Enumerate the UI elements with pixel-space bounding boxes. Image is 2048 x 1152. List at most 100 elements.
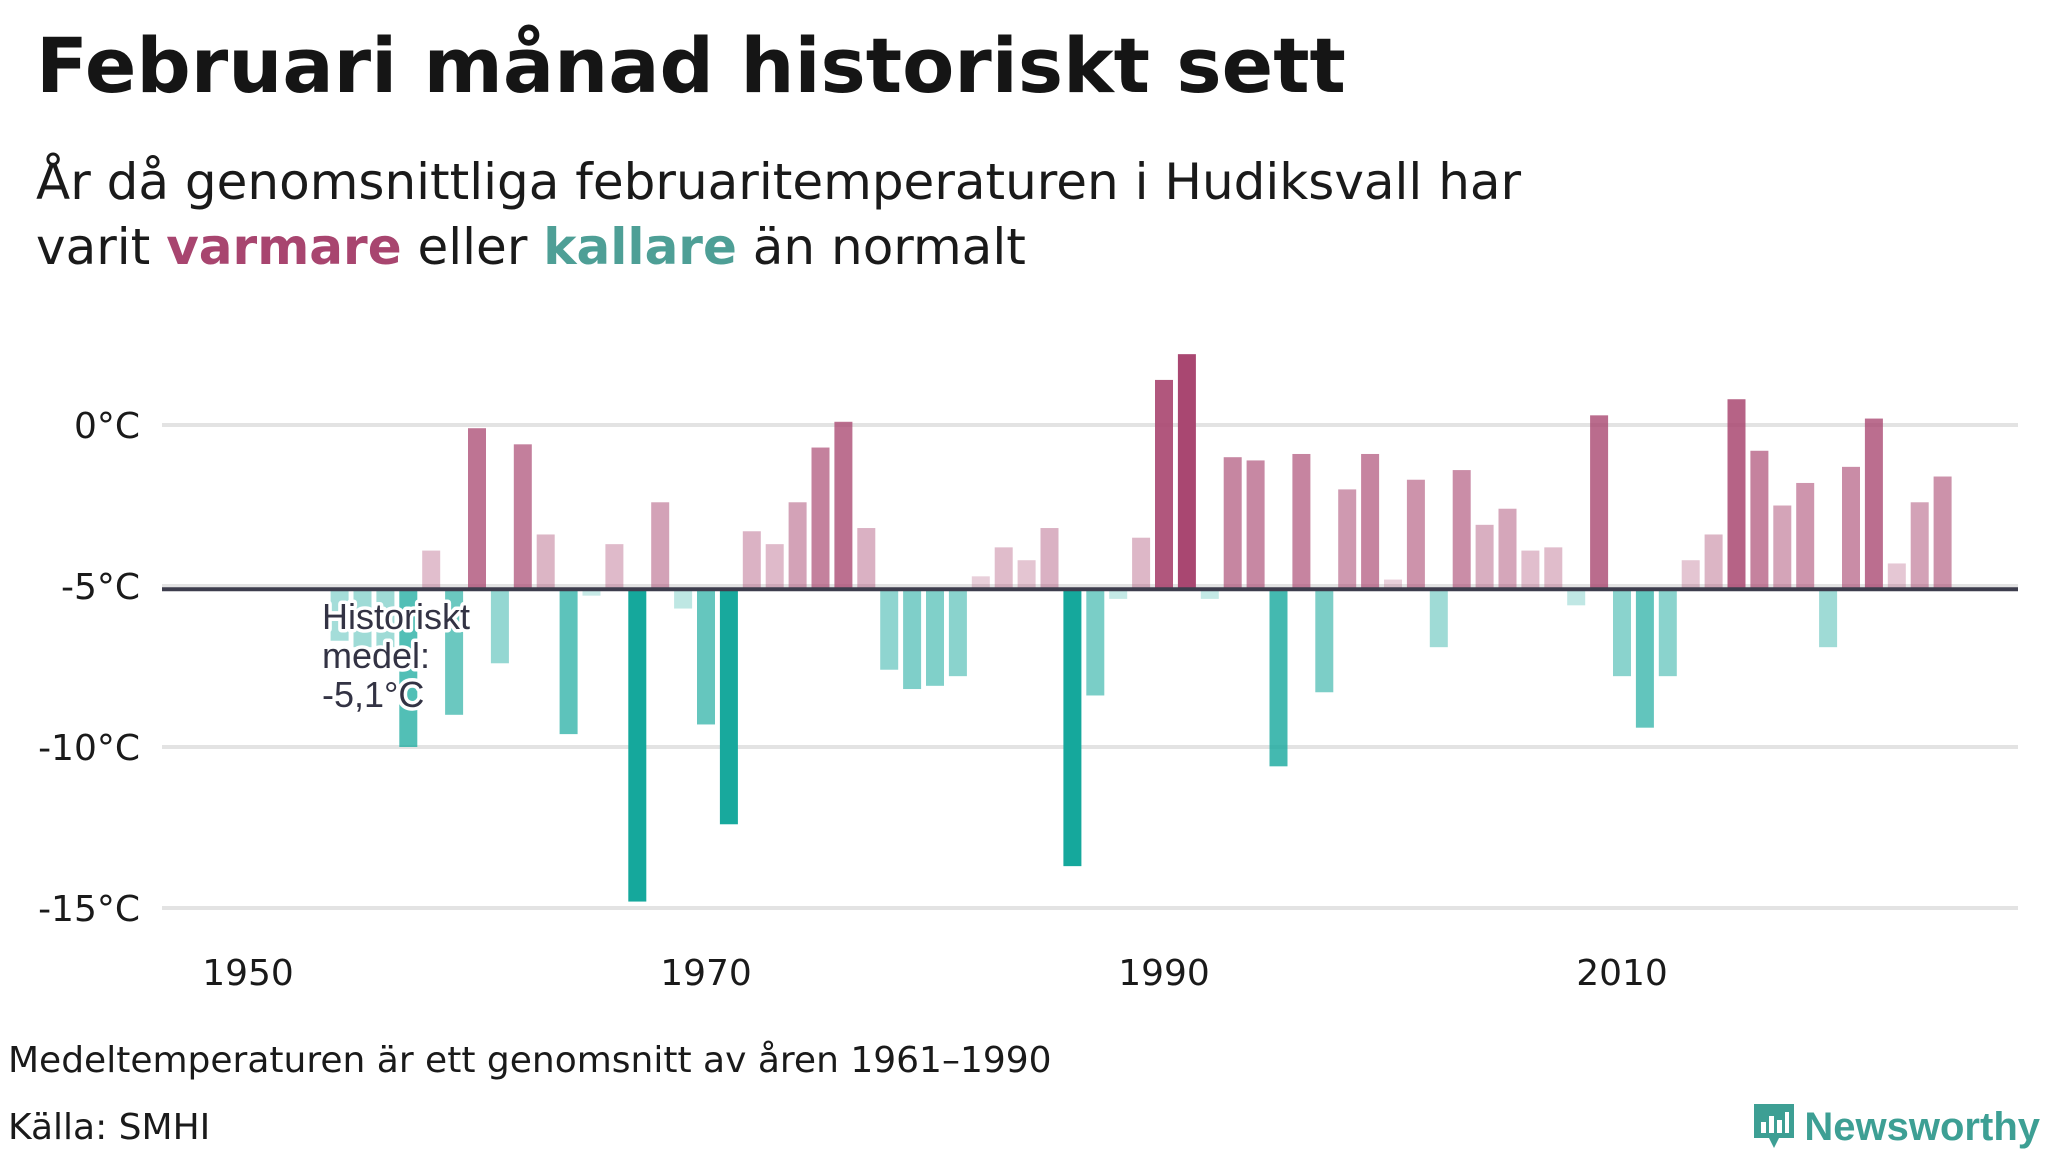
warm-bar <box>994 547 1013 590</box>
warm-bar <box>1521 550 1540 590</box>
cold-bar <box>1086 589 1105 696</box>
cold-bar <box>490 589 509 664</box>
cold-bar <box>1613 589 1631 677</box>
warm-bar <box>1246 460 1265 590</box>
warm-bar <box>605 544 624 590</box>
warm-bar <box>1384 579 1402 590</box>
warm-bar <box>765 544 784 590</box>
warm-bar <box>1590 415 1609 590</box>
warm-bar <box>788 502 807 590</box>
cold-bar <box>1200 589 1219 599</box>
warm-bar <box>1842 466 1860 590</box>
subtitle-warm-word: varmare <box>166 218 402 276</box>
warm-bar <box>1361 453 1380 590</box>
warm-bar <box>1406 479 1425 590</box>
warm-bar <box>1040 528 1059 590</box>
warm-bar <box>651 502 670 590</box>
warm-bar <box>1177 354 1196 590</box>
cold-bar <box>1429 589 1448 648</box>
x-tick-label: 1970 <box>660 953 752 994</box>
cold-bar <box>445 589 464 715</box>
cold-bar <box>1635 589 1654 728</box>
subtitle-suffix: än normalt <box>752 218 1026 276</box>
y-tick-label: -10°C <box>38 728 140 769</box>
baseline-label-line: Historiskt <box>322 596 470 637</box>
warm-bar <box>1338 489 1357 590</box>
cold-bar <box>1658 589 1677 677</box>
footnote: Medeltemperaturen är ett genomsnitt av å… <box>8 1040 1052 1081</box>
cold-bar <box>330 589 349 641</box>
baseline-label: Historiskt medel: -5,1°C <box>322 596 470 715</box>
cold-bar <box>1315 589 1334 693</box>
baseline-layer: Historiskt medel: -5,1°C <box>162 587 2018 719</box>
cold-bar <box>903 589 922 690</box>
cold-bar <box>1063 589 1082 867</box>
cold-bar <box>1819 589 1838 648</box>
warm-bar <box>1910 502 1929 590</box>
baseline-label-line: -5,1°C <box>322 674 424 715</box>
cold-bar <box>582 589 601 596</box>
warm-bar <box>1727 399 1746 590</box>
baseline-label-line: medel: <box>322 635 430 676</box>
warm-bar <box>1750 450 1769 590</box>
warm-bar <box>1132 537 1151 590</box>
y-tick-label: -5°C <box>61 567 140 608</box>
warm-bar <box>1017 560 1036 590</box>
warm-bar <box>422 550 441 590</box>
warm-bar <box>1933 476 1952 590</box>
warm-bar <box>1498 508 1517 590</box>
x-tick-label: 1990 <box>1118 953 1210 994</box>
warm-bar <box>468 428 486 590</box>
cold-bar <box>399 589 418 747</box>
x-tick-label: 2010 <box>1576 953 1668 994</box>
cold-bar <box>1109 589 1128 599</box>
subtitle-prefix: varit <box>36 218 151 276</box>
warm-bar <box>1475 524 1494 590</box>
warm-bar <box>1223 457 1242 590</box>
y-tick-label: 0°C <box>74 406 140 447</box>
cold-bar <box>1567 589 1586 606</box>
warm-bar <box>742 531 761 590</box>
warm-bar <box>857 528 876 590</box>
cold-bar <box>559 589 578 735</box>
cold-bar <box>880 589 899 670</box>
cold-bar <box>353 589 372 648</box>
warm-bar <box>834 421 853 590</box>
newsworthy-icon <box>1754 1104 1795 1148</box>
cold-bar <box>628 589 647 902</box>
warm-bar <box>1292 453 1311 590</box>
warm-bar <box>513 444 532 590</box>
cold-bar <box>1269 589 1288 767</box>
subtitle-cold-word: kallare <box>543 218 737 276</box>
warm-bar <box>1773 505 1792 590</box>
x-tick-label: 1950 <box>202 953 294 994</box>
subtitle-line1: År då genomsnittliga februaritemperature… <box>36 153 1522 211</box>
cold-bar <box>948 589 967 677</box>
warm-bar <box>1704 534 1723 590</box>
source-label: Källa: SMHI <box>8 1107 211 1148</box>
warm-bar <box>1887 563 1906 590</box>
subtitle-middle: eller <box>417 218 528 276</box>
warm-bar <box>811 447 830 590</box>
cold-bar <box>926 589 944 686</box>
cold-bar <box>376 589 395 648</box>
warm-bar <box>1681 560 1700 590</box>
page-title: Februari månad historiskt sett <box>36 21 1346 110</box>
bar-chart: Historiskt medel: -5,1°C 0°C -5°C -10°C -15°C… <box>38 354 2018 994</box>
brand-name: Newsworthy <box>1804 1104 2040 1149</box>
cold-bar <box>719 589 738 825</box>
warm-bar <box>536 534 555 590</box>
bar-layer <box>330 354 1952 902</box>
chart-subtitle: År då genomsnittliga februaritemperature… <box>36 150 1736 280</box>
brand-logo[interactable]: Newsworthy <box>1752 1102 2040 1152</box>
warm-bar <box>1864 418 1883 590</box>
cold-bar <box>697 589 715 725</box>
axis-layer: 0°C -5°C -10°C -15°C 1950 1970 1990 2010 <box>38 406 1668 994</box>
warm-bar <box>971 576 990 590</box>
y-tick-label: -15°C <box>38 889 140 930</box>
warm-bar <box>1544 547 1563 590</box>
cold-bar <box>674 589 693 609</box>
warm-bar <box>1155 379 1173 590</box>
warm-bar <box>1796 482 1815 590</box>
warm-bar <box>1452 470 1471 590</box>
